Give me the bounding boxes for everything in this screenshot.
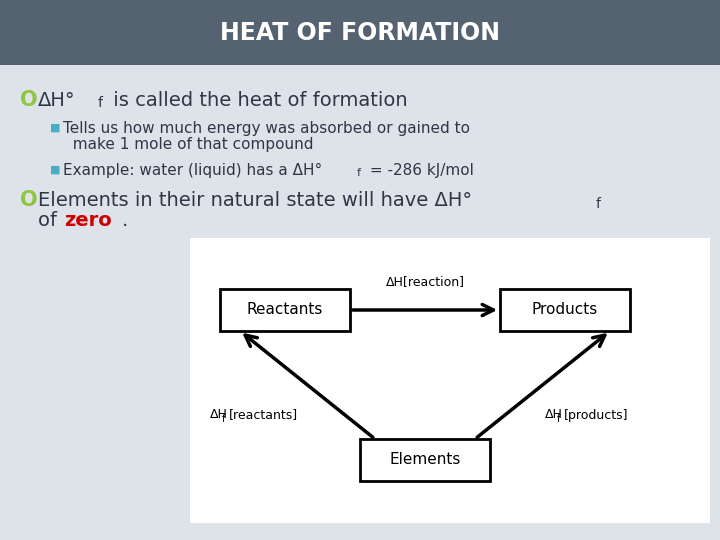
Text: ΔH: ΔH	[210, 408, 228, 422]
Bar	[360, 439, 490, 481]
Text: f: f	[596, 197, 601, 211]
Text: [products]: [products]	[564, 408, 629, 422]
Text: is called the heat of formation: is called the heat of formation	[107, 91, 408, 110]
Text: O: O	[20, 90, 37, 110]
Bar	[0, 0, 720, 65]
Text: f: f	[222, 414, 225, 424]
Text: [reactants]: [reactants]	[229, 408, 298, 422]
Bar	[190, 238, 710, 523]
Text: HEAT OF FORMATION: HEAT OF FORMATION	[220, 21, 500, 44]
Text: f: f	[98, 96, 103, 110]
Text: .: .	[122, 211, 128, 229]
Text: ■: ■	[50, 165, 60, 175]
Text: ΔH: ΔH	[545, 408, 563, 422]
Text: ΔH[reaction]: ΔH[reaction]	[385, 275, 464, 288]
Text: Elements in their natural state will have ΔH°: Elements in their natural state will hav…	[38, 191, 472, 210]
Text: zero: zero	[64, 211, 112, 229]
Text: ΔH°: ΔH°	[38, 91, 76, 110]
Text: f: f	[557, 414, 560, 424]
Text: Reactants: Reactants	[247, 302, 323, 318]
Text: f: f	[357, 168, 361, 178]
Bar	[220, 289, 350, 331]
Text: O: O	[20, 190, 37, 210]
Text: Elements: Elements	[390, 453, 461, 468]
Text: = -286 kJ/mol: = -286 kJ/mol	[365, 163, 474, 178]
Bar	[500, 289, 630, 331]
Text: Example: water (liquid) has a ΔH°: Example: water (liquid) has a ΔH°	[63, 163, 323, 178]
Text: make 1 mole of that compound: make 1 mole of that compound	[63, 138, 313, 152]
Text: ■: ■	[50, 123, 60, 133]
Text: Tells us how much energy was absorbed or gained to: Tells us how much energy was absorbed or…	[63, 120, 470, 136]
Text: Products: Products	[532, 302, 598, 318]
Text: of: of	[38, 211, 63, 229]
